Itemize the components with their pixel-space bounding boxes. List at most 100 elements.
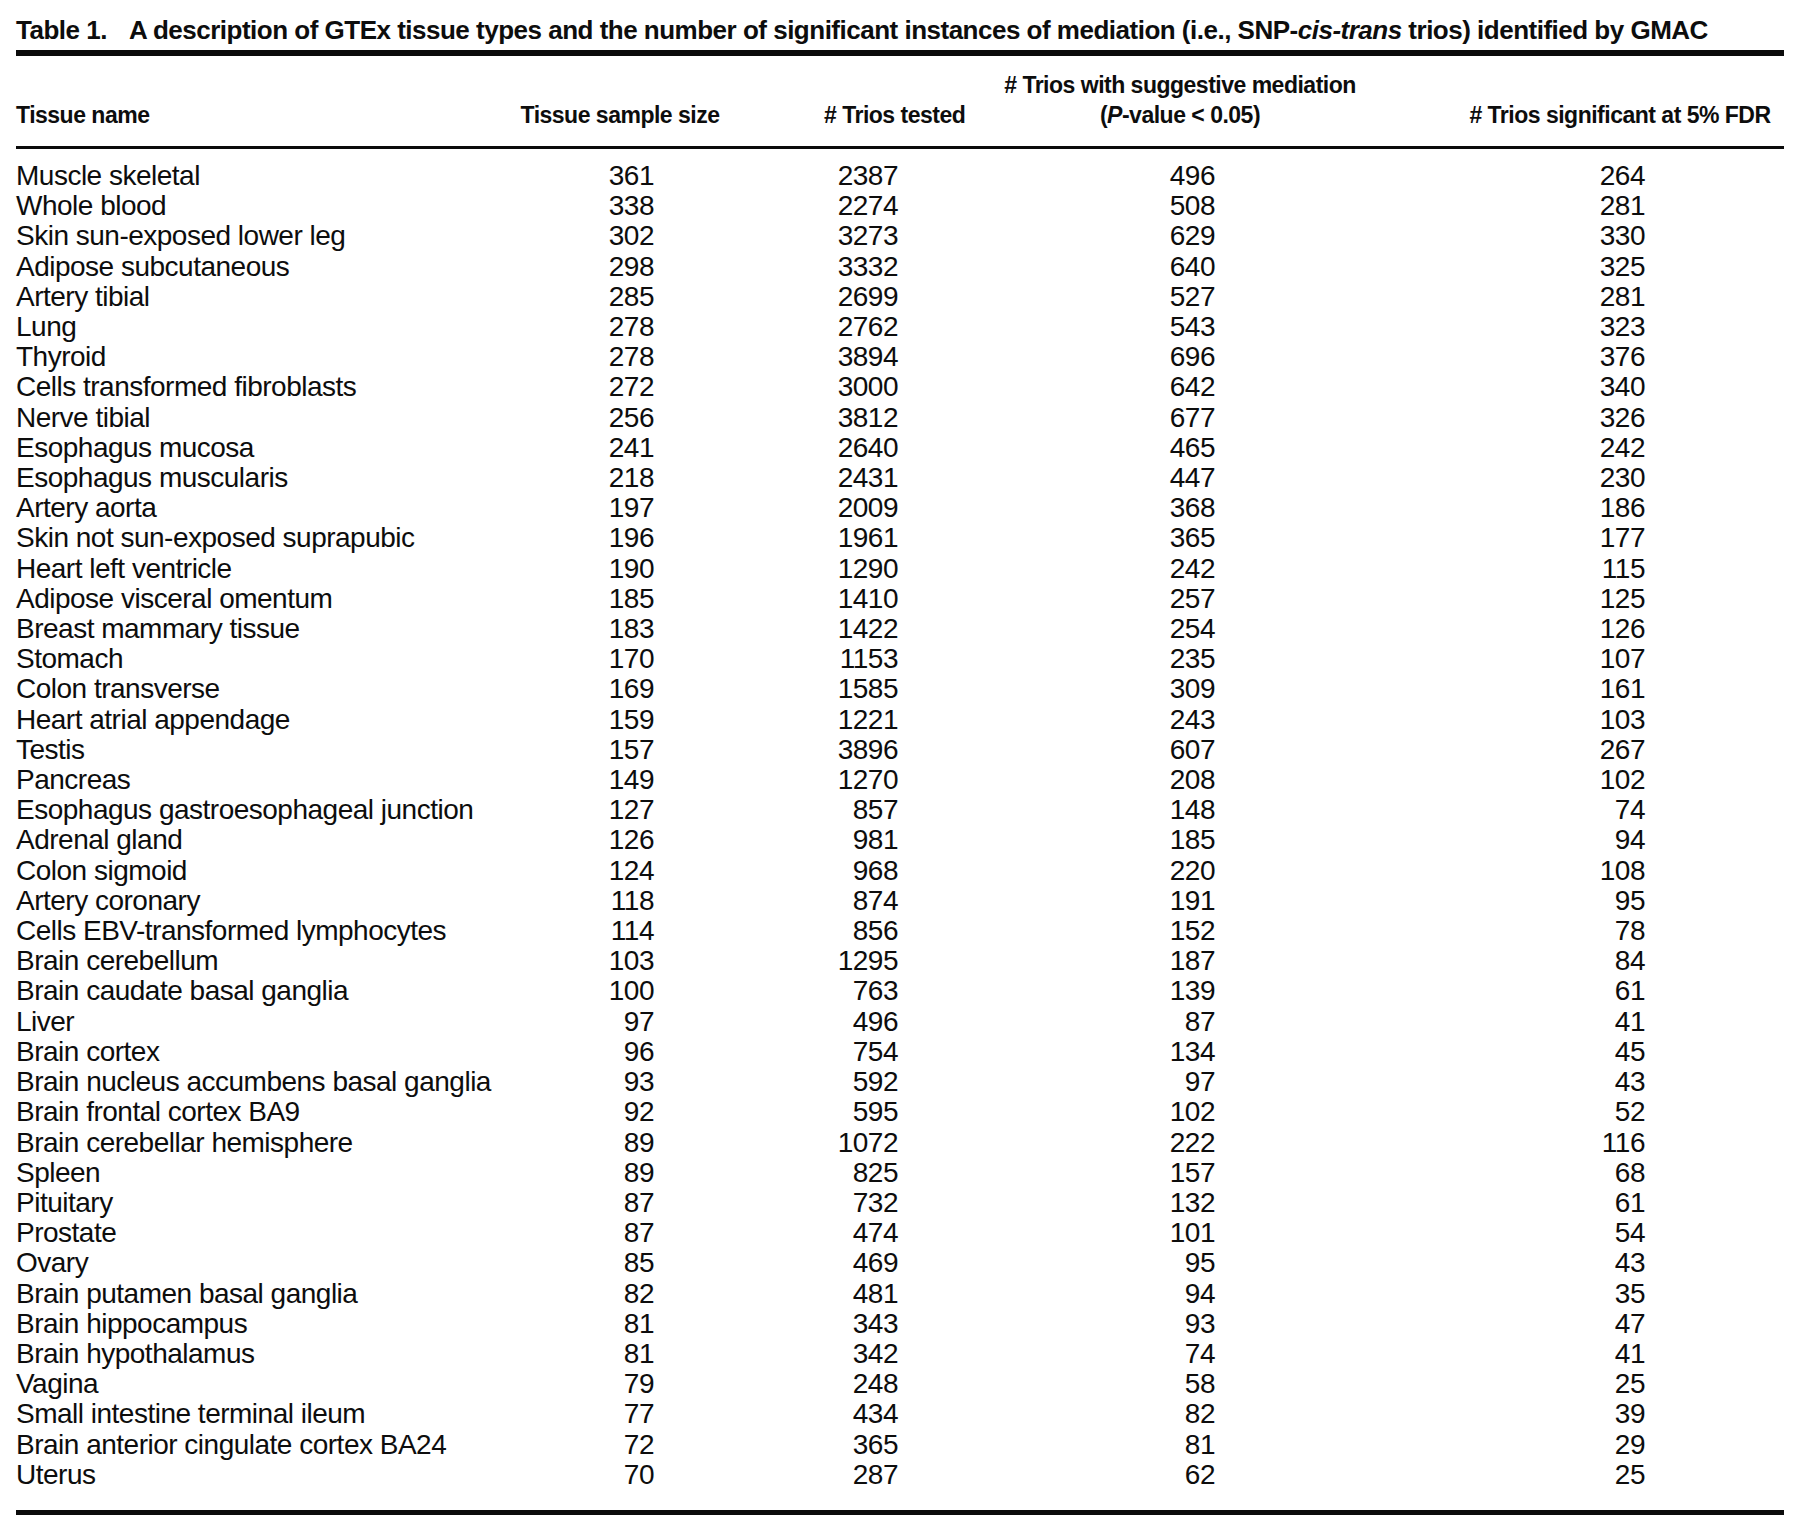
sample-size-cell: 103 bbox=[416, 946, 824, 976]
sample-size-cell: 169 bbox=[416, 674, 824, 704]
fdr-cell: 108 bbox=[1456, 856, 1784, 886]
tissue-name-cell: Esophagus mucosa bbox=[16, 433, 416, 463]
fdr-cell: 281 bbox=[1456, 282, 1784, 312]
sample-size-cell: 85 bbox=[416, 1248, 824, 1278]
sample-size-cell: 81 bbox=[416, 1309, 824, 1339]
sample-size-cell: 118 bbox=[416, 886, 824, 916]
trios-tested-cell: 1270 bbox=[824, 765, 904, 795]
table-row: Thyroid 278 3894 696 376 bbox=[16, 342, 1784, 372]
fdr-cell: 74 bbox=[1456, 795, 1784, 825]
suggestive-cell: 148 bbox=[904, 795, 1456, 825]
table-row: Ovary 85 469 95 43 bbox=[16, 1248, 1784, 1278]
table-row: Cells EBV-transformed lymphocytes 114 85… bbox=[16, 916, 1784, 946]
header-row: Tissue name Tissue sample size # Trios t… bbox=[16, 56, 1784, 148]
fdr-cell: 230 bbox=[1456, 463, 1784, 493]
suggestive-cell: 187 bbox=[904, 946, 1456, 976]
suggestive-cell: 102 bbox=[904, 1097, 1456, 1127]
fdr-cell: 61 bbox=[1456, 1188, 1784, 1218]
trios-tested-cell: 732 bbox=[824, 1188, 904, 1218]
suggestive-cell: 157 bbox=[904, 1158, 1456, 1188]
table-row: Artery aorta 197 2009 368 186 bbox=[16, 493, 1784, 523]
table-row: Spleen 89 825 157 68 bbox=[16, 1158, 1784, 1188]
table-row: Stomach 170 1153 235 107 bbox=[16, 644, 1784, 674]
sample-size-cell: 114 bbox=[416, 916, 824, 946]
tissue-name-cell: Lung bbox=[16, 312, 416, 342]
col-header-tissue-name: Tissue name bbox=[16, 56, 416, 148]
suggestive-cell: 185 bbox=[904, 825, 1456, 855]
trios-tested-cell: 595 bbox=[824, 1097, 904, 1127]
trios-tested-cell: 856 bbox=[824, 916, 904, 946]
trios-tested-cell: 287 bbox=[824, 1460, 904, 1490]
pvalue-rest: -value < 0.05) bbox=[1122, 102, 1260, 128]
suggestive-cell: 74 bbox=[904, 1339, 1456, 1369]
tissue-name-cell: Ovary bbox=[16, 1248, 416, 1278]
tissue-name-cell: Nerve tibial bbox=[16, 403, 416, 433]
caption-italic-text: cis-trans bbox=[1298, 15, 1402, 45]
table-row: Muscle skeletal 361 2387 496 264 bbox=[16, 148, 1784, 192]
tissue-name-cell: Brain nucleus accumbens basal ganglia bbox=[16, 1067, 416, 1097]
sample-size-cell: 77 bbox=[416, 1399, 824, 1429]
fdr-cell: 54 bbox=[1456, 1218, 1784, 1248]
fdr-cell: 52 bbox=[1456, 1097, 1784, 1127]
trios-tested-cell: 248 bbox=[824, 1369, 904, 1399]
gtex-mediation-table: Tissue name Tissue sample size # Trios t… bbox=[16, 56, 1784, 1490]
suggestive-cell: 447 bbox=[904, 463, 1456, 493]
suggestive-cell: 257 bbox=[904, 584, 1456, 614]
fdr-cell: 325 bbox=[1456, 252, 1784, 282]
tissue-name-cell: Colon transverse bbox=[16, 674, 416, 704]
table-row: Prostate 87 474 101 54 bbox=[16, 1218, 1784, 1248]
suggestive-cell: 677 bbox=[904, 403, 1456, 433]
table-row: Heart left ventricle 190 1290 242 115 bbox=[16, 554, 1784, 584]
trios-tested-cell: 2762 bbox=[824, 312, 904, 342]
sample-size-cell: 218 bbox=[416, 463, 824, 493]
table-row: Brain nucleus accumbens basal ganglia 93… bbox=[16, 1067, 1784, 1097]
fdr-cell: 25 bbox=[1456, 1369, 1784, 1399]
suggestive-cell: 82 bbox=[904, 1399, 1456, 1429]
sample-size-cell: 361 bbox=[416, 148, 824, 192]
trios-tested-cell: 1422 bbox=[824, 614, 904, 644]
trios-tested-cell: 481 bbox=[824, 1279, 904, 1309]
fdr-cell: 47 bbox=[1456, 1309, 1784, 1339]
trios-tested-cell: 496 bbox=[824, 1007, 904, 1037]
fdr-cell: 107 bbox=[1456, 644, 1784, 674]
suggestive-cell: 696 bbox=[904, 342, 1456, 372]
table-row: Adipose visceral omentum 185 1410 257 12… bbox=[16, 584, 1784, 614]
tissue-name-cell: Skin not sun-exposed suprapubic bbox=[16, 523, 416, 553]
suggestive-cell: 97 bbox=[904, 1067, 1456, 1097]
table-row: Testis 157 3896 607 267 bbox=[16, 735, 1784, 765]
trios-tested-cell: 3273 bbox=[824, 221, 904, 251]
suggestive-cell: 139 bbox=[904, 976, 1456, 1006]
suggestive-cell: 93 bbox=[904, 1309, 1456, 1339]
table-caption: Table 1.A description of GTEx tissue typ… bbox=[16, 14, 1784, 46]
tissue-name-cell: Heart atrial appendage bbox=[16, 705, 416, 735]
fdr-cell: 94 bbox=[1456, 825, 1784, 855]
col-header-trios-tested: # Trios tested bbox=[824, 56, 904, 148]
table-row: Breast mammary tissue 183 1422 254 126 bbox=[16, 614, 1784, 644]
fdr-cell: 103 bbox=[1456, 705, 1784, 735]
tissue-name-cell: Brain frontal cortex BA9 bbox=[16, 1097, 416, 1127]
sample-size-cell: 124 bbox=[416, 856, 824, 886]
sample-size-cell: 97 bbox=[416, 1007, 824, 1037]
tissue-name-cell: Adrenal gland bbox=[16, 825, 416, 855]
tissue-name-cell: Adipose subcutaneous bbox=[16, 252, 416, 282]
sample-size-cell: 149 bbox=[416, 765, 824, 795]
table-row: Nerve tibial 256 3812 677 326 bbox=[16, 403, 1784, 433]
trios-tested-cell: 874 bbox=[824, 886, 904, 916]
trios-tested-cell: 1221 bbox=[824, 705, 904, 735]
trios-tested-cell: 968 bbox=[824, 856, 904, 886]
table-row: Brain caudate basal ganglia 100 763 139 … bbox=[16, 976, 1784, 1006]
trios-tested-cell: 2274 bbox=[824, 191, 904, 221]
table-number-label: Table 1. bbox=[16, 15, 107, 45]
fdr-cell: 376 bbox=[1456, 342, 1784, 372]
table-row: Vagina 79 248 58 25 bbox=[16, 1369, 1784, 1399]
trios-tested-cell: 1072 bbox=[824, 1128, 904, 1158]
table-row: Esophagus mucosa 241 2640 465 242 bbox=[16, 433, 1784, 463]
table-row: Brain frontal cortex BA9 92 595 102 52 bbox=[16, 1097, 1784, 1127]
suggestive-cell: 365 bbox=[904, 523, 1456, 553]
sample-size-cell: 82 bbox=[416, 1279, 824, 1309]
table-row: Brain anterior cingulate cortex BA24 72 … bbox=[16, 1430, 1784, 1460]
tissue-name-cell: Brain cerebellum bbox=[16, 946, 416, 976]
sample-size-cell: 87 bbox=[416, 1188, 824, 1218]
trios-tested-cell: 3000 bbox=[824, 372, 904, 402]
tissue-name-cell: Artery aorta bbox=[16, 493, 416, 523]
